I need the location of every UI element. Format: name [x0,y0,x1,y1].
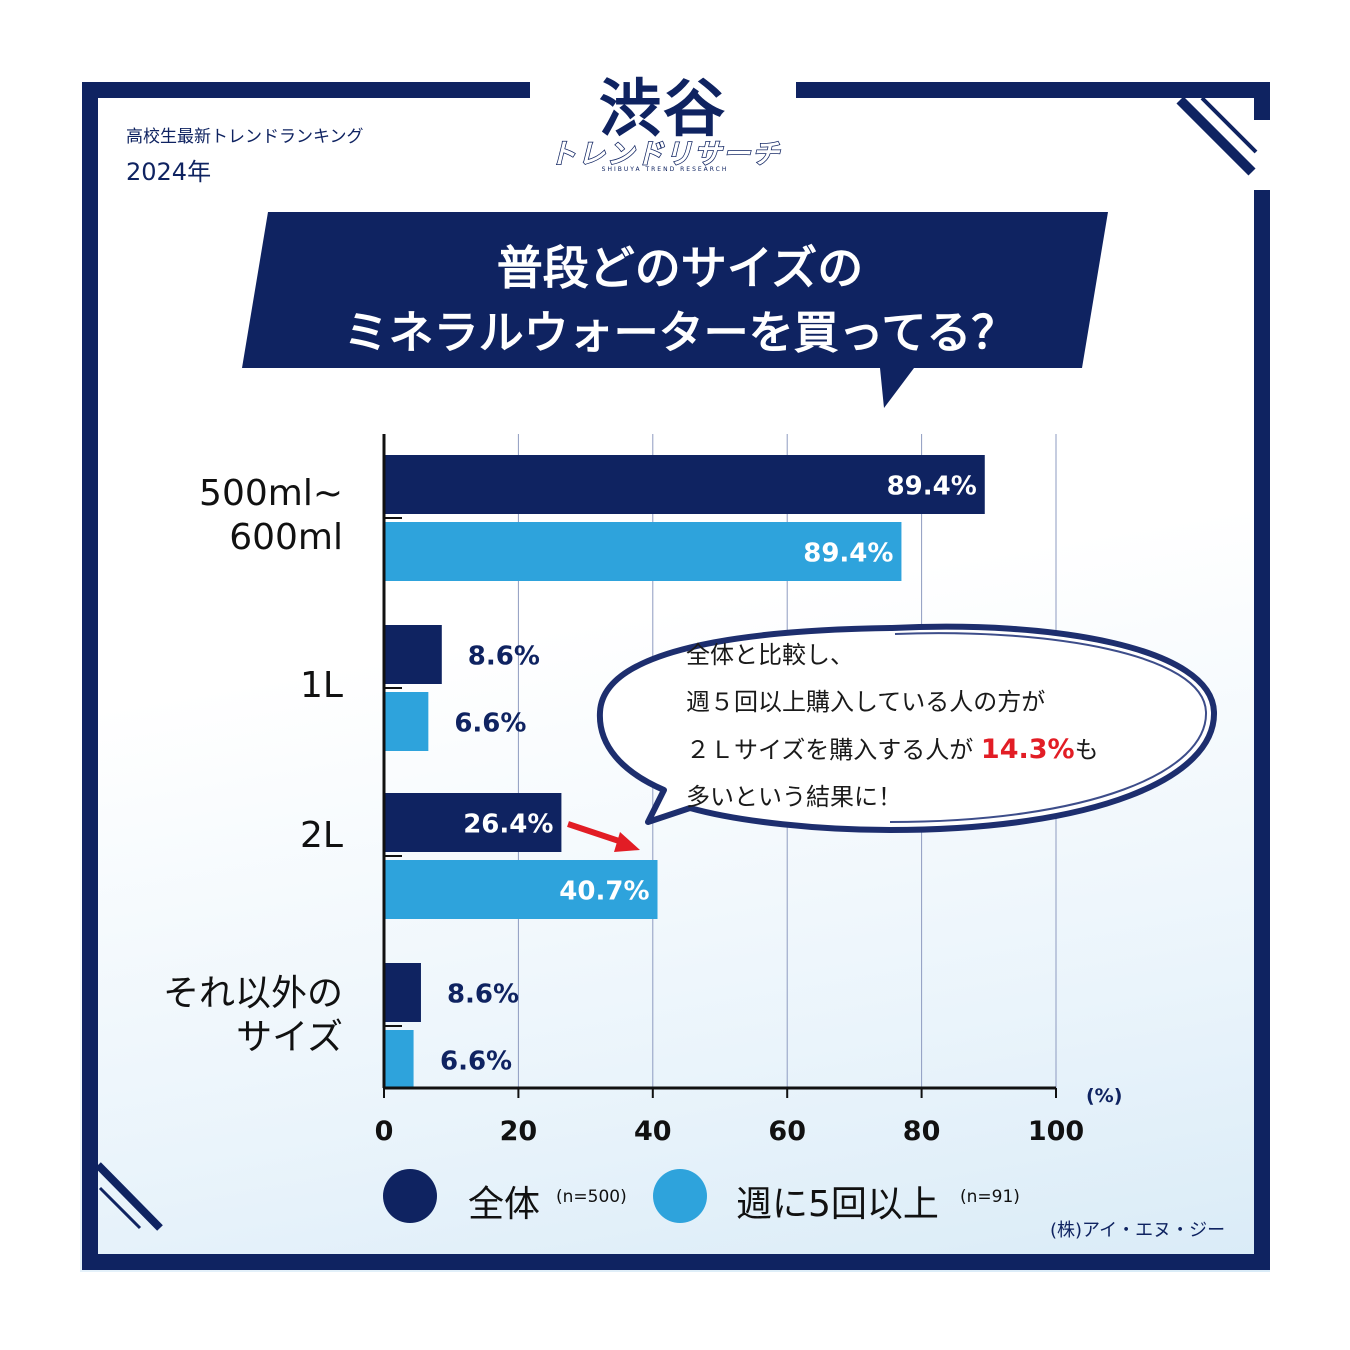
callout-highlight-value: 14.3% [980,734,1075,765]
series-label: 高校生最新トレンドランキング [126,127,364,147]
category-label-1l: 1L [300,665,343,706]
legend-label-all: 全体 [468,1184,541,1225]
x-tick-label: 0 [375,1116,394,1147]
x-tick-label: 20 [500,1116,538,1147]
data-label-all: 89.4% [887,472,977,502]
callout-line-2: 週５回以上購入している人の方が [686,688,1046,716]
title-banner [242,212,1108,408]
data-label-all: 8.6% [447,980,519,1010]
data-label-all: 8.6% [468,642,540,672]
data-label-weekly: 40.7% [559,877,649,907]
bar-all [384,625,442,684]
year-label: 2024年 [126,158,212,186]
speech-bubble [596,623,1218,833]
chart-ticks: 0 20 40 60 80 100(%) [375,1085,1123,1147]
callout-text: 全体と比較し、 週５回以上購入している人の方が ２Ｌサイズを購入する人が 14.… [686,632,1206,821]
chart-data-labels: 89.4% 89.4% 8.6% 6.6% 26.4% 40.7% 8.6% 6.6% [440,472,977,1077]
bar-weekly [384,522,902,581]
legend-marker-all [383,1169,437,1223]
data-label-all: 26.4% [463,810,553,840]
callout-line-4: 多いという結果に！ [686,783,902,811]
callout-line-1: 全体と比較し、 [686,641,854,669]
bar-all [384,963,421,1022]
callout-line-3: ２Ｌサイズを購入する人が 14.3%も [686,726,1206,774]
category-label-other: それ以外の サイズ [162,973,343,1058]
x-tick-label: 100 [1028,1116,1084,1147]
logo-main-text: 渋谷 [598,72,727,145]
legend-n-all: (n=500) [556,1187,627,1207]
logo-mark [580,78,750,130]
x-tick-label: 60 [768,1116,806,1147]
legend-markers [383,1169,707,1223]
x-tick-label: 40 [634,1116,672,1147]
page-title-line-1: 普段どのサイズの [496,241,864,295]
x-unit-label: (%) [1086,1085,1122,1107]
x-tick-label: 80 [903,1116,941,1147]
legend-marker-weekly [653,1169,707,1223]
chart-axes [382,434,1057,1098]
logo-sub-text: トレンドリサーチ [548,138,781,171]
data-label-weekly: 89.4% [803,539,893,569]
page-title-line-2: ミネラルウォーターを買ってる？ [343,306,1017,359]
category-label-2l: 2L [300,815,343,856]
credit-text: (株)アイ・エヌ・ジー [1050,1220,1226,1241]
callout-line-3-post: も [1074,736,1099,764]
data-label-weekly: 6.6% [440,1047,512,1077]
bar-all [384,455,985,514]
bar-weekly [384,692,429,751]
comparison-arrow [567,821,640,852]
legend-n-weekly: (n=91) [960,1187,1020,1207]
bar-all [384,793,562,852]
legend-label-weekly: 週に5回以上 [736,1184,939,1225]
category-label-500ml: 500ml~ 600ml [199,473,343,558]
bar-weekly [384,860,658,919]
chart-bars [384,455,985,1089]
logo-tagline: SHIBUYA TREND RESEARCH [601,166,729,173]
data-label-weekly: 6.6% [454,709,526,739]
frame-border [82,82,1270,1270]
bar-weekly [384,1030,414,1089]
callout-line-3-pre: ２Ｌサイズを購入する人が [686,736,981,764]
